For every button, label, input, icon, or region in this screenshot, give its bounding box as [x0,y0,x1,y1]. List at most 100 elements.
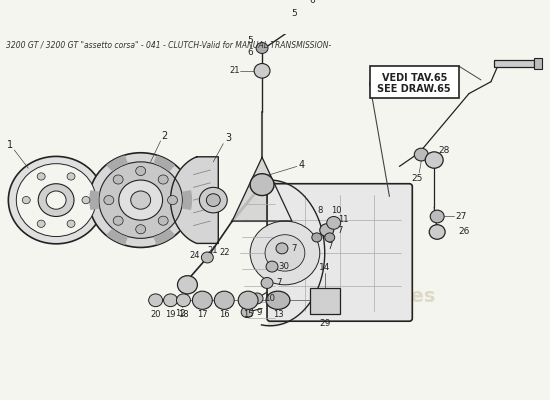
Circle shape [430,210,444,223]
FancyBboxPatch shape [267,184,412,321]
Circle shape [46,191,66,209]
Text: 18: 18 [178,310,189,319]
Circle shape [178,276,197,294]
Polygon shape [155,156,174,171]
Circle shape [104,196,114,205]
Text: 22: 22 [219,248,229,256]
Text: 3: 3 [225,133,232,143]
Text: VEDI TAV.65: VEDI TAV.65 [382,73,447,83]
Circle shape [67,220,75,228]
Circle shape [37,220,45,228]
Bar [494,60,534,67]
Bar [370,66,459,98]
Text: 7: 7 [276,278,282,288]
Circle shape [192,291,212,309]
Circle shape [158,216,168,225]
Circle shape [201,252,213,263]
Circle shape [250,221,320,285]
Text: 7: 7 [291,244,296,253]
Circle shape [119,180,163,220]
Circle shape [266,261,278,272]
Text: 7: 7 [327,242,332,251]
Circle shape [16,164,96,236]
Text: 24: 24 [189,251,200,260]
Circle shape [276,243,288,254]
Circle shape [425,152,443,168]
Circle shape [320,224,334,236]
Circle shape [136,166,146,176]
Text: 10: 10 [332,206,342,215]
Text: 19: 19 [166,310,176,319]
Circle shape [265,235,305,271]
Text: 25: 25 [411,174,423,183]
Circle shape [82,196,90,204]
Text: 26: 26 [458,228,470,236]
Circle shape [429,225,445,239]
Circle shape [200,187,227,213]
Polygon shape [232,157,292,221]
Circle shape [177,294,190,307]
Text: eurospares: eurospares [87,170,211,190]
Text: 6: 6 [309,0,315,5]
Circle shape [99,162,183,238]
Ellipse shape [266,291,290,309]
Circle shape [241,307,253,318]
Circle shape [38,184,74,216]
Text: 14: 14 [319,263,331,272]
Polygon shape [90,191,99,209]
Circle shape [312,233,322,242]
Circle shape [261,278,273,288]
Circle shape [158,175,168,184]
Text: 16: 16 [219,310,229,319]
Text: 8: 8 [317,206,322,215]
Circle shape [206,194,221,206]
Text: 28: 28 [438,146,450,156]
Text: 20: 20 [150,310,161,319]
Text: 30: 30 [278,262,289,271]
Polygon shape [170,157,218,244]
Circle shape [238,291,258,309]
Circle shape [37,173,45,180]
Text: 5: 5 [248,36,253,45]
Text: 5: 5 [291,9,297,18]
Text: 4: 4 [299,160,305,170]
Circle shape [136,225,146,234]
Text: eurospares: eurospares [312,287,435,306]
Bar [534,58,542,69]
Text: 17: 17 [197,310,208,319]
Circle shape [327,216,340,229]
Text: 15: 15 [243,310,254,319]
Circle shape [324,233,335,242]
Circle shape [256,42,268,54]
Text: 11: 11 [338,215,349,224]
Circle shape [251,293,263,304]
Polygon shape [107,230,127,244]
Circle shape [89,153,192,248]
Polygon shape [155,230,174,244]
Circle shape [113,216,123,225]
Text: 21: 21 [207,246,218,255]
Circle shape [23,196,30,204]
Polygon shape [107,156,127,171]
Text: 21: 21 [229,66,239,75]
Text: 7: 7 [337,226,342,235]
Text: 2: 2 [162,131,168,141]
Text: SEE DRAW.65: SEE DRAW.65 [377,84,451,94]
Circle shape [131,191,151,209]
Text: 10: 10 [263,294,274,303]
Circle shape [214,291,234,309]
Circle shape [296,17,308,28]
Polygon shape [183,191,191,209]
Circle shape [113,175,123,184]
Text: 13: 13 [273,310,283,319]
Circle shape [250,174,274,196]
Circle shape [148,294,163,307]
Circle shape [8,156,104,244]
Text: 9: 9 [256,308,262,317]
Circle shape [314,2,329,17]
Text: 6: 6 [248,48,253,57]
Text: 27: 27 [455,212,467,221]
Circle shape [414,148,428,161]
Text: 3200 GT / 3200 GT "assetto corsa" - 041 - CLUTCH-Valid for MANUAL TRANSMISSION-: 3200 GT / 3200 GT "assetto corsa" - 041 … [7,41,332,50]
Text: 1: 1 [7,140,13,150]
